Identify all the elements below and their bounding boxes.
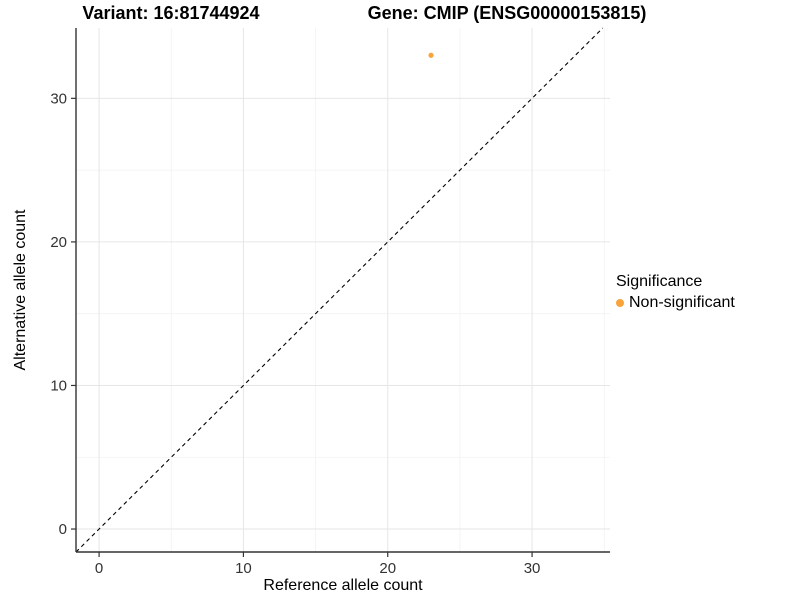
legend-title: Significance bbox=[616, 273, 703, 290]
identity-dashed-line bbox=[75, 27, 604, 553]
x-tick-label: 20 bbox=[379, 560, 396, 577]
x-tick-label: 0 bbox=[95, 560, 103, 577]
y-axis-label: Alternative allele count bbox=[12, 209, 29, 371]
y-tick-label: 10 bbox=[50, 377, 67, 394]
legend-item-non-significant: Non-significant bbox=[616, 294, 735, 312]
legend-item-label: Non-significant bbox=[629, 294, 735, 311]
legend: Significance Non-significant bbox=[616, 273, 735, 312]
legend-marker-dot-icon bbox=[616, 299, 624, 307]
x-tick-label: 10 bbox=[235, 560, 252, 577]
x-tick-label: 30 bbox=[524, 560, 541, 577]
y-tick-label: 20 bbox=[50, 234, 67, 251]
x-axis-label: Reference allele count bbox=[263, 577, 423, 594]
data-point bbox=[428, 52, 434, 58]
y-tick-label: 30 bbox=[50, 90, 67, 107]
plot-title-gene: Gene: CMIP (ENSG00000153815) bbox=[367, 3, 647, 23]
plot-title-variant: Variant: 16:81744924 bbox=[82, 3, 260, 23]
y-tick-label: 0 bbox=[59, 521, 67, 538]
